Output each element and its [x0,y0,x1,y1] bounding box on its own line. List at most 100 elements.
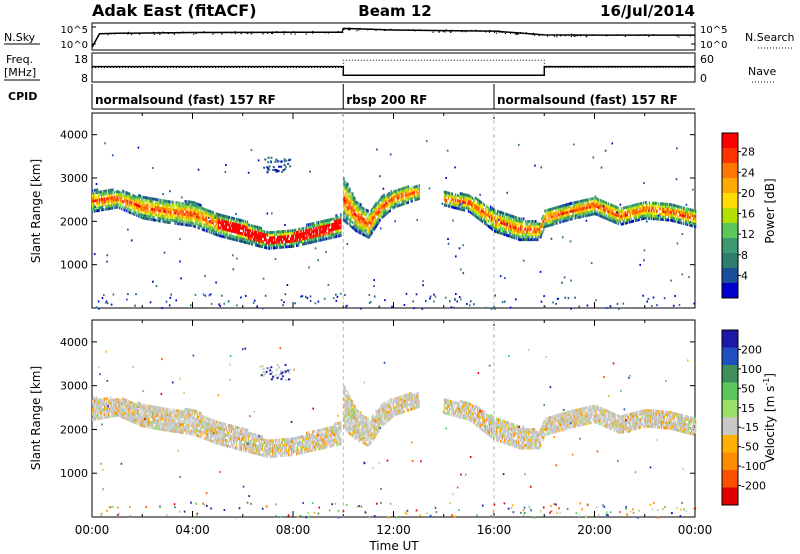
velocity-cell [127,415,129,419]
power-cell [503,222,505,226]
noise-point [576,34,578,36]
power-cell [353,214,355,218]
power-cell [529,222,531,226]
power-cell [270,238,273,242]
power-cell [464,196,467,199]
power-cell [418,189,420,193]
power-cell [618,214,620,218]
power-cell [97,188,99,192]
power-cell [240,234,243,238]
power-cell [194,225,196,228]
power-cell [312,224,314,228]
power-cell [134,197,136,201]
power-cell [295,241,297,245]
noise-point [471,29,473,31]
power-cell [276,240,279,244]
power-cell [626,221,629,225]
power-scatter [450,306,453,309]
power-cell [598,214,600,217]
power-cell [107,199,109,203]
power-cell [225,220,228,224]
power-cell [191,216,193,220]
power-cell [345,197,347,200]
velocity-cell [140,418,142,422]
power-cell [305,239,307,243]
noise-point [271,32,273,35]
noise-point [637,34,639,37]
power-cell [293,234,295,238]
power-cell [680,206,683,209]
power-cell [237,231,240,235]
velocity-cell [163,407,165,411]
power-cell [295,228,297,232]
power-cell [234,235,237,239]
power-cell [192,201,194,204]
power-cell [163,202,165,205]
power-cell [310,240,312,244]
power-cell [187,221,189,224]
power-cell [388,191,390,195]
power-cell [686,209,688,213]
power-cell [185,210,187,214]
power-cell [631,209,634,213]
power-cell [360,211,362,214]
power-cell [688,213,690,216]
power-scatter [256,305,258,308]
power-cell [348,189,350,193]
power-cell [526,222,528,226]
power-cell [336,227,338,230]
power-cell [173,206,175,209]
power-cell [335,214,337,218]
power-scatter [98,307,100,310]
power-cell [378,217,380,221]
power-cell [308,223,310,227]
power-cell [474,204,477,208]
power-cell [108,202,110,205]
power-cell [466,201,469,205]
power-cell [183,207,185,211]
power-cell [539,233,541,236]
power-cell [172,213,174,217]
power-scatter [428,187,431,190]
power-cell [308,228,310,232]
power-cell [493,223,495,227]
power-cell [343,184,345,188]
power-cell [491,206,493,210]
power-cell [619,217,621,221]
velocity-cell [155,411,157,415]
power-cell [117,197,119,201]
power-cell [500,231,502,235]
power-cell [536,238,538,242]
power-cell [150,197,152,201]
power-scatter [232,254,234,257]
power-cell [224,217,227,221]
power-scatter [506,222,508,225]
power-cell [135,203,137,206]
power-cell [502,232,504,236]
power-cell [376,218,378,222]
power-cell [570,207,572,211]
power-cell [316,221,318,225]
velocity-cell [126,404,128,408]
velocity-cell [105,407,107,411]
velocity-cell [131,417,133,421]
power-cell [601,202,603,206]
velocity-cell [126,401,128,405]
power-cell [290,242,292,246]
power-cell [510,235,512,238]
power-blob [289,158,292,161]
power-cell [693,214,695,218]
power-cell [417,194,419,198]
noise-point [282,31,284,33]
velocity-cell [166,415,168,419]
power-cell [506,228,508,232]
power-cell [677,207,680,211]
power-cell [580,212,582,216]
power-cell [146,196,148,200]
power-cell [114,203,116,207]
power-cell [176,222,178,225]
power-scatter [204,294,207,297]
velocity-cell [126,409,128,413]
power-cell [495,219,497,223]
power-scatter [345,305,347,308]
